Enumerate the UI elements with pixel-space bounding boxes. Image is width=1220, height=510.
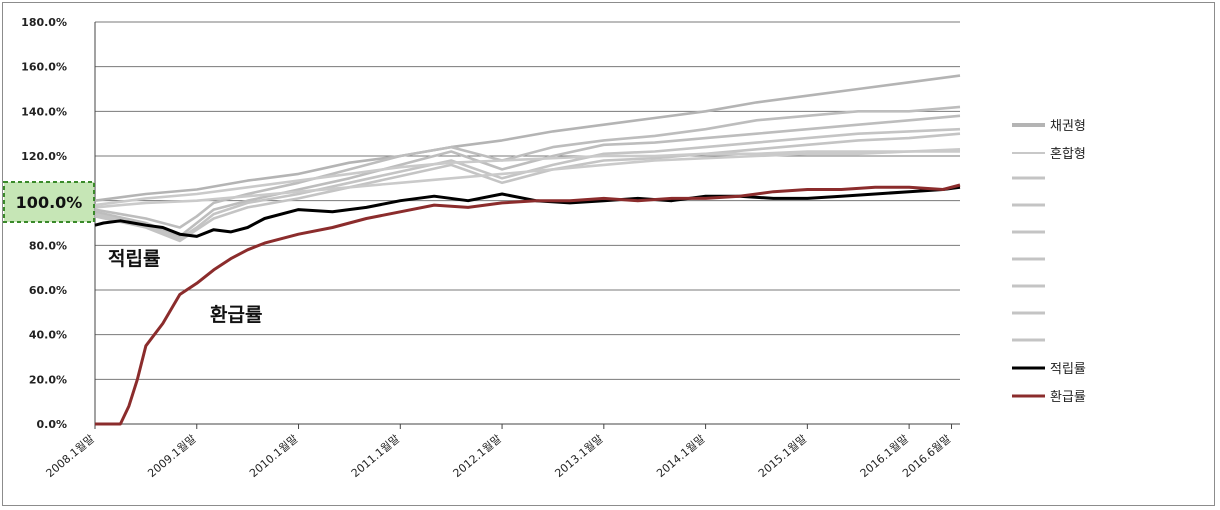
y-tick-label: 160.0% [21, 61, 67, 74]
y-tick-label: 20.0% [29, 373, 67, 386]
grid-lines [94, 21, 960, 425]
x-axis-ticks: 2008.1월말 2009.1월말 2010.1월말 2011.1월말 2012.1월말… [44, 424, 953, 480]
fund-series-line [94, 127, 961, 240]
highlight-100-label: 100.0% [16, 193, 83, 212]
y-tick-label: 40.0% [29, 329, 67, 342]
fund-series-line [94, 74, 961, 202]
x-tick-label: 2010.1월말 [247, 432, 300, 480]
fund-series-line [94, 132, 961, 243]
accumulation-rate-line [94, 185, 961, 238]
legend-label: 적립률 [1050, 362, 1086, 377]
y-tick-label: 120.0% [21, 150, 67, 163]
y-axis-ticks: 0.0%20.0%40.0%60.0%80.0%100.0%120.0%140.… [21, 16, 67, 431]
main-series-group [94, 183, 961, 426]
highlight-100-box [3, 181, 95, 223]
y-tick-label: 80.0% [29, 239, 67, 252]
refund-rate-line [95, 183, 961, 426]
fund-series-line [94, 105, 961, 229]
legend-label: 환급률 [1050, 390, 1086, 405]
y-tick-label: 0.0% [36, 418, 67, 431]
x-tick-label: 2015.1월말 [756, 432, 809, 480]
x-tick-label: 2013.1월말 [552, 432, 605, 480]
x-tick-label: 2011.1월말 [349, 432, 402, 480]
y-tick-label: 60.0% [29, 284, 67, 297]
y-tick-label: 180.0% [21, 16, 67, 29]
y-tick-label: 140.0% [21, 105, 67, 118]
x-tick-label: 2012.1월말 [451, 432, 504, 480]
fund-series-group [94, 74, 961, 243]
x-tick-label: 2009.1월말 [145, 432, 198, 480]
fund-series-line [94, 148, 961, 207]
x-tick-label: 2008.1월말 [44, 432, 97, 480]
legend-label: 채권형 [1050, 119, 1086, 134]
annotation-accumulation: 적립률 [108, 248, 160, 270]
annotation-refund: 환급률 [210, 304, 262, 326]
legend-label: 혼합형 [1050, 147, 1086, 162]
fund-series-line [94, 150, 960, 209]
x-tick-label: 2014.1월말 [654, 432, 707, 480]
